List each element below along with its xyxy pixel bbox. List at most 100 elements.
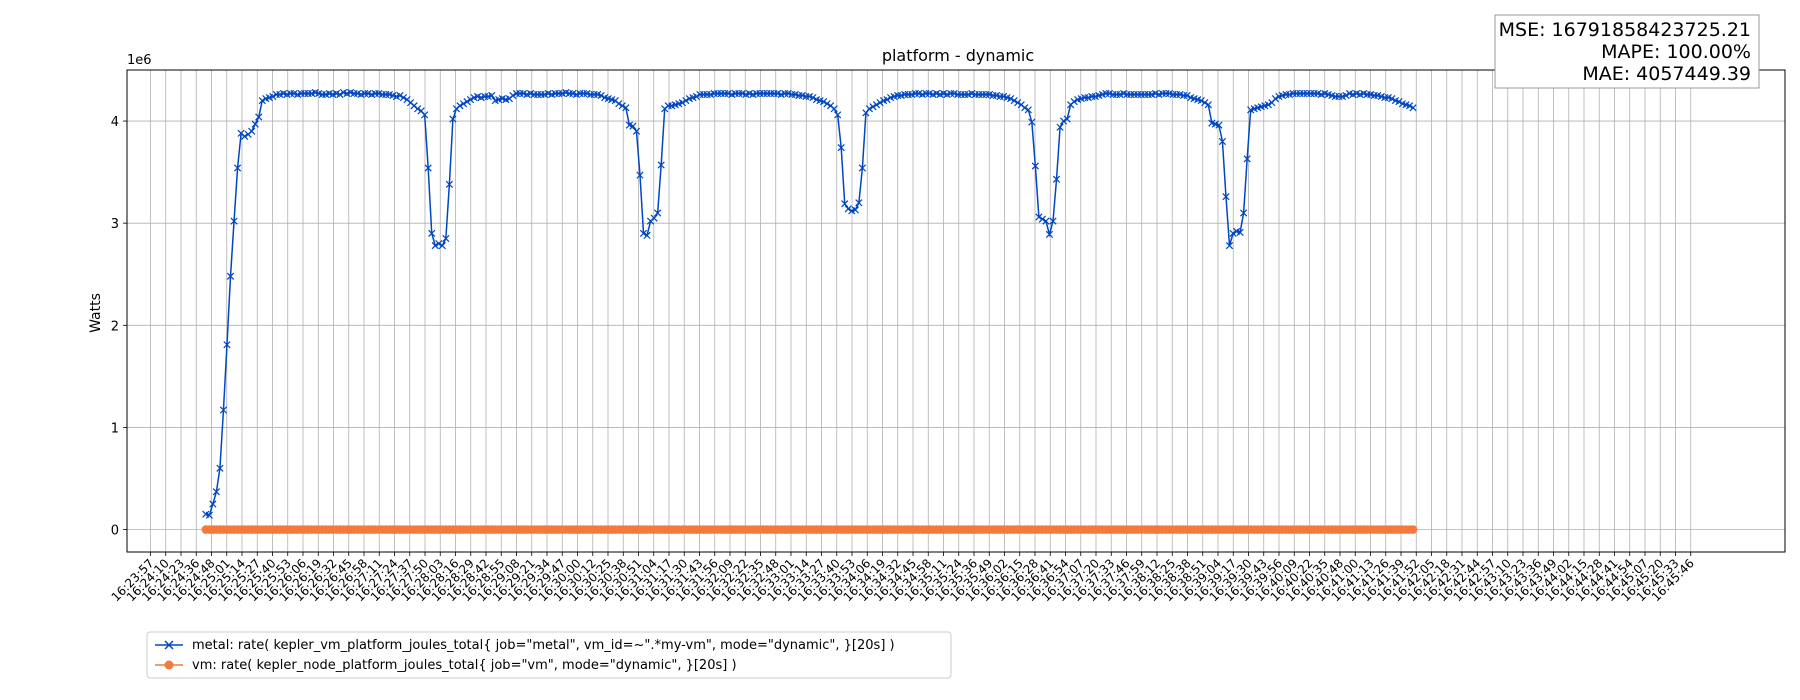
- data-point-metal: [654, 209, 662, 217]
- data-point-metal: [844, 205, 852, 213]
- data-point-metal: [1024, 106, 1032, 114]
- data-point-metal: [424, 164, 432, 172]
- data-point-metal: [230, 217, 238, 225]
- data-point-metal: [1010, 97, 1018, 105]
- legend-item-vm: vm: rate( kepler_node_platform_joules_to…: [155, 658, 737, 673]
- data-point-metal: [1405, 102, 1414, 110]
- y-tick-label: 1: [111, 421, 119, 436]
- data-point-metal: [819, 98, 828, 106]
- data-point-metal: [1388, 94, 1396, 103]
- data-point-metal: [1014, 99, 1022, 107]
- data-point-metal: [1059, 117, 1068, 125]
- data-point-metal: [1007, 94, 1015, 103]
- data-point-metal: [643, 231, 651, 240]
- data-point-metal: [449, 115, 457, 123]
- y-axis-label: Watts: [88, 293, 104, 333]
- data-point-metal: [1052, 175, 1061, 183]
- data-point-metal: [251, 120, 259, 128]
- legend-label-vm: vm: rate( kepler_node_platform_joules_to…: [192, 658, 737, 673]
- series-line-metal: [205, 91, 1414, 517]
- data-point-metal: [830, 105, 838, 113]
- data-point-metal: [1063, 115, 1071, 123]
- y-tick-label: 4: [111, 115, 119, 130]
- data-point-metal: [1070, 98, 1078, 106]
- data-point-metal: [1342, 91, 1350, 100]
- data-point-metal: [1028, 118, 1036, 126]
- data-point-metal: [1229, 229, 1237, 238]
- data-point-metal: [396, 91, 404, 100]
- legend-item-metal: metal: rate( kepler_vm_platform_joules_t…: [155, 638, 895, 653]
- data-point-metal: [1201, 99, 1209, 107]
- data-point-metal: [809, 93, 817, 102]
- data-point-metal: [233, 164, 242, 172]
- data-point-metal: [1395, 98, 1403, 106]
- data-point-metal: [223, 341, 231, 349]
- data-point-metal: [1035, 213, 1043, 221]
- stats-mae: MAE: 4057449.39: [1582, 63, 1751, 85]
- data-point-metal: [466, 95, 475, 104]
- y-tick-label: 2: [111, 319, 119, 334]
- data-point-metal: [851, 206, 859, 214]
- data-point-metal: [248, 127, 256, 135]
- data-point-metal: [597, 91, 605, 100]
- data-point-metal: [1056, 123, 1064, 131]
- data-point-metal: [421, 111, 429, 119]
- data-point-vm: [1408, 525, 1418, 534]
- data-point-metal: [255, 113, 263, 121]
- data-point-metal: [632, 127, 641, 135]
- data-point-metal: [438, 242, 446, 250]
- data-point-metal: [219, 406, 228, 414]
- plot-frame: [126, 69, 1786, 553]
- data-point-metal: [622, 104, 630, 112]
- data-point-metal: [269, 92, 277, 101]
- data-point-metal: [629, 122, 637, 130]
- x-gridlines: [150, 70, 1692, 552]
- data-point-metal: [865, 105, 874, 113]
- data-point-metal: [1183, 91, 1191, 100]
- data-point-metal: [488, 91, 496, 100]
- legend-label-metal: metal: rate( kepler_vm_platform_joules_t…: [192, 638, 895, 653]
- data-point-metal: [1021, 104, 1029, 112]
- data-point-metal: [1042, 217, 1050, 225]
- data-point-metal: [1409, 104, 1417, 112]
- data-point-metal: [855, 199, 863, 207]
- y-gridlines: [127, 120, 1785, 530]
- data-point-metal: [428, 229, 436, 238]
- legend-marker-circle: [164, 660, 174, 670]
- data-point-metal: [872, 101, 881, 109]
- data-point-metal: [692, 92, 701, 101]
- data-point-metal: [1031, 162, 1039, 170]
- data-point-metal: [463, 98, 471, 106]
- data-point-metal: [456, 102, 464, 110]
- data-point-metal: [1222, 193, 1230, 201]
- data-point-metal: [858, 164, 867, 172]
- data-point-metal: [336, 90, 344, 99]
- series-layer: [201, 88, 1418, 534]
- data-point-metal: [1243, 155, 1251, 163]
- data-point-metal: [1204, 101, 1212, 109]
- data-point-metal: [650, 214, 658, 222]
- data-point-metal: [442, 234, 450, 243]
- data-point-metal: [431, 242, 439, 250]
- stats-mse: MSE: 16791858423725.21: [1499, 19, 1751, 41]
- legend-marker-x: [164, 640, 174, 650]
- data-point-metal: [226, 272, 235, 280]
- data-point-metal: [1218, 137, 1227, 146]
- data-point-metal: [445, 180, 453, 188]
- stats-mape: MAPE: 100.00%: [1601, 41, 1751, 63]
- data-point-metal: [1236, 228, 1244, 236]
- data-point-metal: [241, 132, 249, 141]
- data-point-metal: [459, 100, 468, 108]
- data-point-metal: [841, 200, 849, 208]
- data-point-metal: [639, 229, 648, 238]
- data-point-metal: [883, 95, 891, 104]
- data-point-metal: [823, 100, 831, 108]
- y-axis-multiplier: 1e6: [127, 53, 152, 68]
- chart-title: platform - dynamic: [882, 46, 1034, 65]
- data-point-metal: [636, 171, 644, 179]
- data-point-metal: [618, 102, 626, 110]
- data-point-metal: [837, 143, 845, 152]
- data-point-metal: [682, 97, 690, 105]
- x-axis-ticks: 16:23:5716:24:1016:24:2316:24:3616:24:48…: [109, 552, 1697, 604]
